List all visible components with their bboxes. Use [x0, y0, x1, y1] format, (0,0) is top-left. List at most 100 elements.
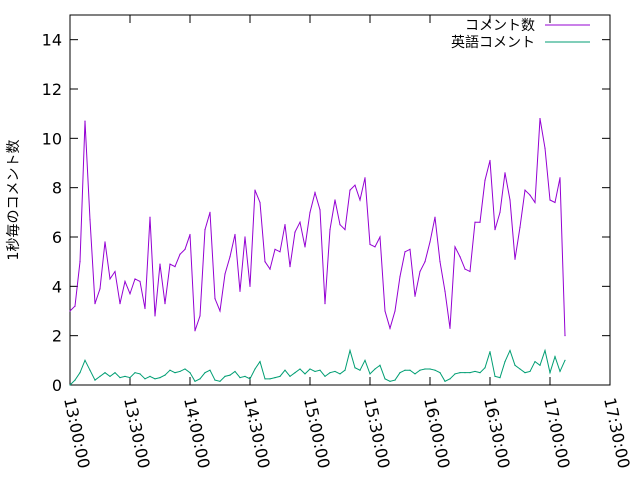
data-point	[464, 372, 466, 374]
data-point	[454, 373, 456, 375]
x-tick-label: 15:30:00	[360, 396, 394, 470]
data-point	[114, 270, 116, 273]
data-point	[444, 290, 446, 292]
data-point	[94, 379, 96, 381]
y-tick-label: 12	[42, 80, 62, 99]
data-point	[329, 372, 331, 374]
data-point	[424, 368, 426, 370]
data-point	[349, 349, 351, 352]
data-point	[134, 372, 136, 374]
data-point	[479, 221, 481, 223]
data-point	[254, 368, 256, 370]
data-point	[359, 199, 361, 201]
data-point	[504, 360, 506, 363]
data-point	[229, 374, 231, 376]
y-tick-label: 2	[52, 327, 62, 346]
x-axis-ticks: 13:00:00 13:30:00 14:00:00 14:30:00 15:00:00…	[60, 15, 634, 470]
data-point	[314, 370, 316, 373]
data-point	[459, 256, 461, 258]
data-point	[514, 364, 516, 366]
data-point	[449, 378, 451, 380]
x-tick-label: 15:00:00	[300, 396, 334, 470]
data-point	[299, 368, 301, 370]
data-point	[529, 370, 531, 373]
data-point	[89, 219, 91, 221]
data-point	[219, 380, 221, 382]
data-point	[244, 375, 246, 377]
data-point	[214, 379, 216, 381]
data-point	[289, 375, 291, 377]
data-point	[504, 172, 506, 174]
data-point	[139, 280, 141, 282]
data-point	[99, 375, 101, 377]
data-point	[374, 246, 376, 248]
data-point	[354, 184, 356, 186]
data-point	[69, 384, 71, 386]
data-point	[334, 199, 336, 201]
data-point	[479, 372, 481, 374]
data-point	[159, 377, 161, 379]
data-point	[519, 368, 521, 370]
data-point	[99, 288, 101, 290]
data-point	[79, 261, 81, 263]
x-tick-label: 14:30:00	[240, 396, 274, 470]
data-point	[194, 380, 196, 382]
x-tick-label: 14:00:00	[180, 396, 214, 470]
data-point	[464, 268, 466, 270]
data-point	[249, 285, 251, 287]
data-point	[524, 189, 526, 191]
data-point	[239, 377, 241, 379]
data-point	[554, 356, 556, 358]
data-point	[94, 303, 96, 305]
data-point	[484, 179, 486, 181]
data-point	[234, 370, 236, 373]
data-point	[419, 369, 421, 371]
data-point	[369, 243, 371, 245]
data-point	[429, 241, 431, 243]
data-point	[204, 229, 206, 231]
data-point	[234, 233, 236, 236]
data-point	[264, 378, 266, 380]
data-point	[409, 248, 411, 250]
data-point	[109, 278, 111, 280]
data-point	[459, 372, 461, 374]
data-point	[84, 120, 86, 122]
data-point	[199, 378, 201, 380]
data-point	[254, 189, 256, 191]
x-tick-label: 13:30:00	[120, 396, 154, 470]
data-point	[399, 275, 401, 278]
data-point	[104, 372, 106, 374]
data-point	[259, 201, 261, 204]
data-point	[244, 236, 246, 238]
data-point	[114, 372, 116, 374]
data-point	[259, 360, 261, 363]
data-point	[304, 373, 306, 375]
data-point	[414, 295, 416, 297]
data-point	[519, 226, 521, 228]
data-point	[509, 349, 511, 352]
data-point	[444, 380, 446, 382]
data-point	[129, 293, 131, 295]
data-point	[179, 253, 181, 255]
data-point	[409, 369, 411, 371]
data-point	[309, 211, 311, 213]
y-axis-ticks: 0 2 4 6 8 10 12 14	[42, 31, 610, 395]
data-point	[314, 192, 316, 194]
data-point	[174, 266, 176, 268]
plot-frame	[69, 14, 611, 386]
data-point	[484, 367, 486, 369]
data-point	[474, 370, 476, 373]
data-point	[189, 233, 191, 236]
data-point	[404, 251, 406, 253]
data-point	[539, 364, 541, 366]
y-tick-label: 6	[52, 228, 62, 247]
data-point	[149, 375, 151, 377]
data-point	[544, 147, 546, 149]
data-point	[149, 216, 151, 218]
data-point	[384, 378, 386, 380]
data-point	[269, 378, 271, 380]
y-tick-label: 8	[52, 179, 62, 198]
series-line-0	[69, 118, 566, 336]
data-point	[284, 224, 286, 226]
